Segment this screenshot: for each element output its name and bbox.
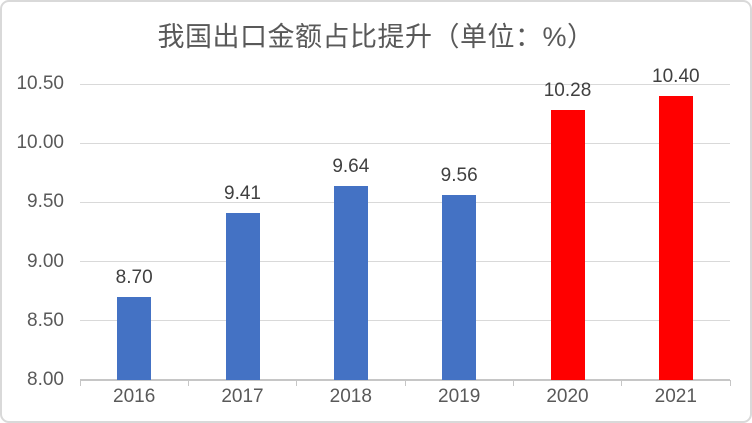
y-tick-label-8.50: 8.50 <box>27 309 64 331</box>
x-axis: 2016 2017 2018 2019 2020 2021 <box>80 386 730 408</box>
gridline-8.50 <box>80 320 730 322</box>
x-tick-label-2021: 2021 <box>654 386 697 407</box>
x-tick-label-2016: 2016 <box>113 386 156 407</box>
gridline-10.00 <box>80 142 730 144</box>
bar-2017 <box>225 213 260 380</box>
bar-2021 <box>658 95 693 380</box>
data-label-2016: 8.70 <box>115 267 153 289</box>
x-axis-tick <box>512 380 514 386</box>
y-tick-label-10.00: 10.00 <box>16 132 64 154</box>
gridline-9.50 <box>80 201 730 203</box>
y-axis: 8.00 8.50 9.00 9.50 10.00 10.50 <box>2 2 64 421</box>
bar-2016 <box>117 297 152 380</box>
bar-2018 <box>333 185 368 380</box>
y-tick-label-9.50: 9.50 <box>27 191 64 213</box>
data-label-2017: 9.41 <box>224 183 261 205</box>
plot-area: 8.70 9.41 9.64 9.56 10.28 10.40 <box>79 66 731 386</box>
data-label-2021: 10.40 <box>652 65 700 87</box>
x-axis-tick <box>729 380 731 386</box>
x-tick-label-2019: 2019 <box>438 386 481 407</box>
y-tick-label-8.00: 8.00 <box>27 369 64 390</box>
y-tick-label-9.00: 9.00 <box>27 250 64 272</box>
x-axis-tick <box>404 380 406 386</box>
bar-2019 <box>442 195 477 380</box>
x-axis-tick <box>621 380 623 386</box>
gridline-10.50 <box>80 83 730 85</box>
x-tick-label-2018: 2018 <box>329 386 372 407</box>
data-label-2020: 10.28 <box>543 80 592 102</box>
data-label-2018: 9.64 <box>332 155 370 177</box>
data-label-2019: 9.56 <box>440 165 478 187</box>
gridline-9.00 <box>80 261 730 263</box>
x-axis-tick <box>187 380 189 386</box>
y-tick-label-10.50: 10.50 <box>16 73 64 94</box>
x-tick-label-2020: 2020 <box>546 386 589 407</box>
x-tick-label-2017: 2017 <box>221 386 264 407</box>
bar-2020 <box>550 110 585 380</box>
chart-title: 我国出口金额占比提升（单位：%） <box>157 22 595 52</box>
x-axis-tick <box>296 380 298 386</box>
x-axis-tick <box>79 380 81 386</box>
